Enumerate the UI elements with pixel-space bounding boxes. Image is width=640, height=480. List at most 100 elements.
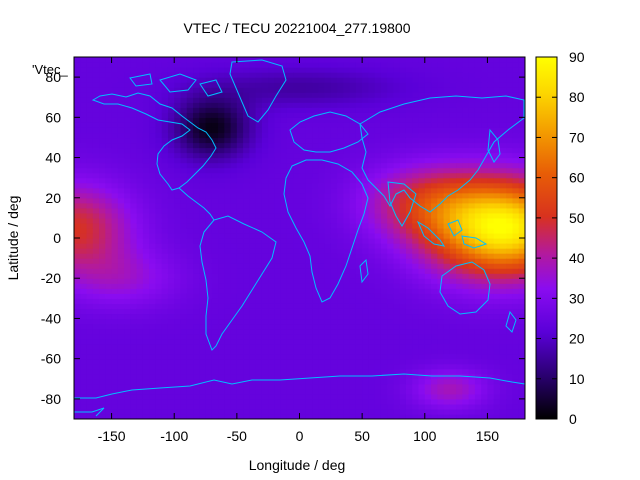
heatmap-cell [124,343,131,350]
heatmap-cell [312,263,319,269]
heatmap-cell [218,288,225,294]
heatmap-cell [142,268,150,274]
heatmap-cell [456,318,463,325]
heatmap-cell [293,97,301,103]
heatmap-cell [86,288,94,294]
heatmap-cell [324,222,332,229]
heatmap-cell [167,222,175,229]
heatmap-cell [399,308,407,315]
heatmap-cell [274,333,282,340]
heatmap-cell [249,127,257,134]
heatmap-cell [186,97,194,103]
heatmap-cell [174,243,182,249]
heatmap-cell [130,72,138,78]
heatmap-cell [474,338,482,345]
heatmap-cell [180,207,188,214]
heatmap-cell [136,197,144,204]
heatmap-cell [299,388,307,395]
heatmap-cell [362,62,369,68]
heatmap-cell [337,383,344,390]
heatmap-cell [412,273,420,279]
heatmap-cell [487,343,495,350]
heatmap-cell [130,217,138,224]
heatmap-cell [280,373,288,380]
heatmap-cell [243,187,250,194]
heatmap-cell [443,278,451,284]
heatmap-cell [493,137,501,144]
heatmap-cell [499,207,507,214]
heatmap-cell [393,172,401,179]
heatmap-cell [167,212,175,219]
heatmap-cell [274,142,282,149]
heatmap-cell [393,82,401,88]
heatmap-cell [193,142,200,149]
heatmap-cell [180,127,188,134]
heatmap-cell [280,308,288,315]
heatmap-cell [324,358,332,365]
heatmap-cell [368,343,376,350]
heatmap-cell [405,408,413,415]
heatmap-cell [468,217,476,224]
heatmap-cell [330,378,338,385]
heatmap-cell [117,373,125,380]
heatmap-cell [412,92,420,98]
heatmap-cell [437,167,445,174]
heatmap-cell [130,383,138,390]
heatmap-cell [274,222,282,229]
heatmap-cell [142,187,150,194]
heatmap-cell [468,388,476,395]
heatmap-cell [437,87,445,93]
heatmap-cell [337,137,344,144]
heatmap-cell [449,82,457,88]
heatmap-cell [462,283,470,289]
heatmap-cell [380,207,388,214]
heatmap-cell [193,202,200,209]
heatmap-cell [499,273,507,279]
heatmap-cell [236,333,244,340]
heatmap-cell [230,263,238,269]
heatmap-cell [305,338,313,345]
heatmap-cell [286,268,294,274]
heatmap-cell [437,227,445,234]
heatmap-cell [274,92,282,98]
heatmap-cell [305,152,313,159]
heatmap-cell [299,72,307,78]
heatmap-cell [487,328,495,335]
heatmap-cell [431,373,438,380]
heatmap-cell [161,383,169,390]
heatmap-cell [343,77,351,83]
heatmap-cell [111,393,119,400]
heatmap-cell [280,217,288,224]
heatmap-cell [167,308,175,315]
heatmap-cell [462,388,470,395]
heatmap-cell [312,338,319,345]
heatmap-cell [286,368,294,375]
heatmap-cell [456,403,463,410]
heatmap-cell [149,142,157,149]
heatmap-cell [337,338,344,345]
heatmap-cell [255,278,263,284]
heatmap-cell [362,162,369,169]
heatmap-cell [268,243,276,249]
heatmap-cell [80,383,88,390]
heatmap-cell [355,187,363,194]
heatmap-cell [368,157,376,164]
heatmap-cell [437,172,445,179]
heatmap-cell [224,348,232,355]
heatmap-cell [174,238,182,244]
heatmap-cell [230,177,238,184]
heatmap-cell [249,343,257,350]
heatmap-cell [86,248,94,254]
heatmap-cell [487,177,495,184]
heatmap-cell [412,263,420,269]
heatmap-cell [274,172,282,179]
heatmap-cell [499,238,507,244]
heatmap-cell [474,142,482,149]
heatmap-cell [362,283,369,289]
heatmap-cell [293,338,301,345]
heatmap-cell [330,197,338,204]
heatmap-cell [318,107,326,113]
heatmap-cell [324,202,332,209]
heatmap-cell [74,112,81,118]
heatmap-cell [349,82,357,88]
